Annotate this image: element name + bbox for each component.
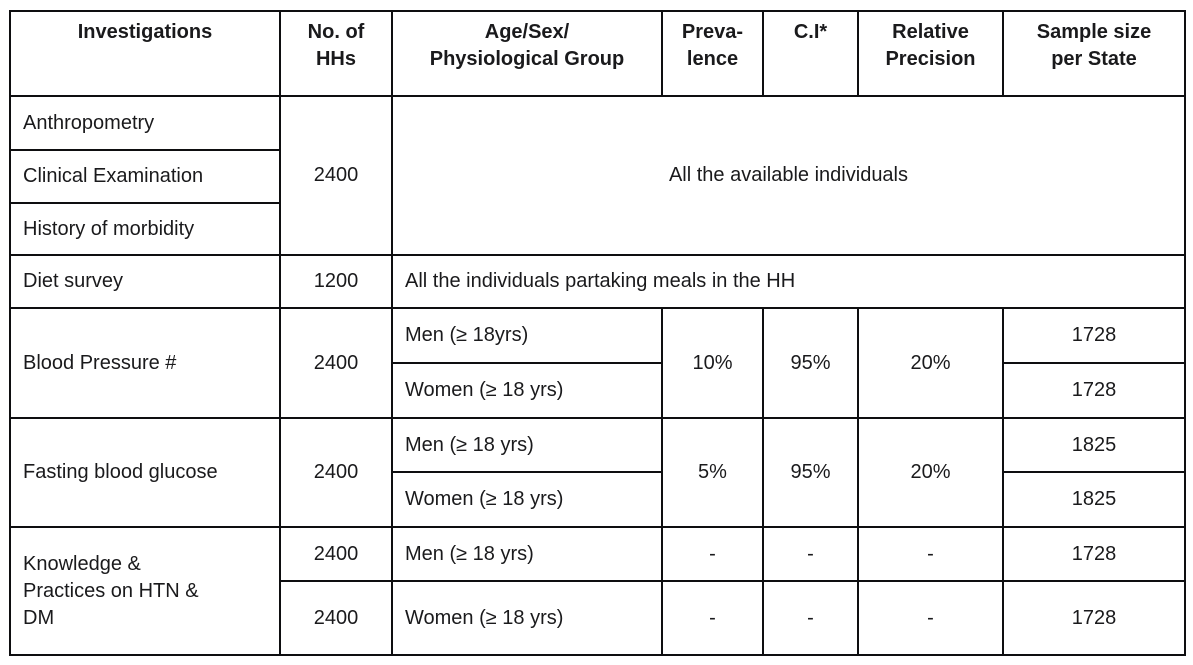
header-relative-precision: Relative Precision xyxy=(857,10,1004,97)
cell-coverage-note: All the available individuals xyxy=(391,95,1186,256)
cell-prevalence: 5% xyxy=(661,417,764,528)
cell-relative-precision: 20% xyxy=(857,307,1004,419)
cell-age-group: Women (≥ 18 yrs) xyxy=(391,580,663,656)
table-row: History of morbidity xyxy=(9,202,1185,256)
header-sample-size: Sample size per State xyxy=(1002,10,1186,97)
cell-ci: - xyxy=(762,526,859,582)
cell-investigation: Knowledge & Practices on HTN & DM xyxy=(9,526,281,656)
table-row: Anthropometry 2400 All the available ind… xyxy=(9,95,1186,256)
cell-age-group: Women (≥ 18 yrs) xyxy=(391,471,663,528)
cell-no-of-hhs: 2400 xyxy=(279,307,393,419)
cell-sample-size: 1728 xyxy=(1002,362,1186,419)
header-prevalence: Preva- lence xyxy=(661,10,764,97)
cell-ci: 95% xyxy=(762,417,859,528)
cell-age-group: Men (≥ 18 yrs) xyxy=(391,417,663,473)
cell-relative-precision: - xyxy=(857,526,1004,582)
cell-coverage-note: All the individuals partaking meals in t… xyxy=(391,254,1186,309)
cell-no-of-hhs: 2400 xyxy=(279,526,393,582)
cell-no-of-hhs: 2400 xyxy=(279,95,393,256)
cell-sample-size: 1825 xyxy=(1002,471,1186,528)
cell-investigation: Clinical Examination xyxy=(9,149,281,204)
cell-investigation: Diet survey xyxy=(9,254,281,309)
header-age-sex-group: Age/Sex/ Physiological Group xyxy=(391,10,663,97)
table-row: Fasting blood glucose 2400 Men (≥ 18 yrs… xyxy=(9,417,1186,528)
cell-sample-size: 1728 xyxy=(1002,307,1186,364)
cell-sample-size: 1728 xyxy=(1002,580,1186,656)
table-row: Blood Pressure # 2400 Men (≥ 18yrs) 10% … xyxy=(9,307,1186,419)
cell-no-of-hhs: 2400 xyxy=(279,580,393,656)
cell-relative-precision: 20% xyxy=(857,417,1004,528)
cell-investigation: Blood Pressure # xyxy=(9,307,281,419)
table-row: 2400 Women (≥ 18 yrs) - - - 1728 xyxy=(10,580,1186,656)
cell-prevalence: - xyxy=(661,580,764,656)
header-investigations: Investigations xyxy=(9,10,281,97)
table-row: Women (≥ 18 yrs) 1728 xyxy=(10,362,1186,419)
table-row: Diet survey 1200 All the individuals par… xyxy=(9,254,1186,309)
cell-age-group: Men (≥ 18yrs) xyxy=(391,307,663,364)
cell-age-group: Men (≥ 18 yrs) xyxy=(391,526,663,582)
cell-sample-size: 1825 xyxy=(1002,417,1186,473)
cell-investigation: Anthropometry xyxy=(9,95,281,151)
cell-ci: - xyxy=(762,580,859,656)
table-row: Clinical Examination xyxy=(9,149,1185,204)
table-row: Knowledge & Practices on HTN & DM 2400 M… xyxy=(9,526,1186,656)
header-no-of-hhs: No. of HHs xyxy=(279,10,393,97)
cell-prevalence: 10% xyxy=(661,307,764,419)
cell-relative-precision: - xyxy=(857,580,1004,656)
header-row: Investigations No. of HHs Age/Sex/ Physi… xyxy=(9,10,1186,97)
cell-investigation: History of morbidity xyxy=(9,202,281,256)
cell-investigation: Fasting blood glucose xyxy=(9,417,281,528)
cell-sample-size: 1728 xyxy=(1002,526,1186,582)
table-row: Women (≥ 18 yrs) 1825 xyxy=(10,471,1186,528)
header-ci: C.I* xyxy=(762,10,859,97)
sampling-design-table: Investigations No. of HHs Age/Sex/ Physi… xyxy=(9,10,1186,656)
cell-prevalence: - xyxy=(661,526,764,582)
cell-no-of-hhs: 1200 xyxy=(279,254,393,309)
cell-no-of-hhs: 2400 xyxy=(279,417,393,528)
cell-age-group: Women (≥ 18 yrs) xyxy=(391,362,663,419)
cell-ci: 95% xyxy=(762,307,859,419)
